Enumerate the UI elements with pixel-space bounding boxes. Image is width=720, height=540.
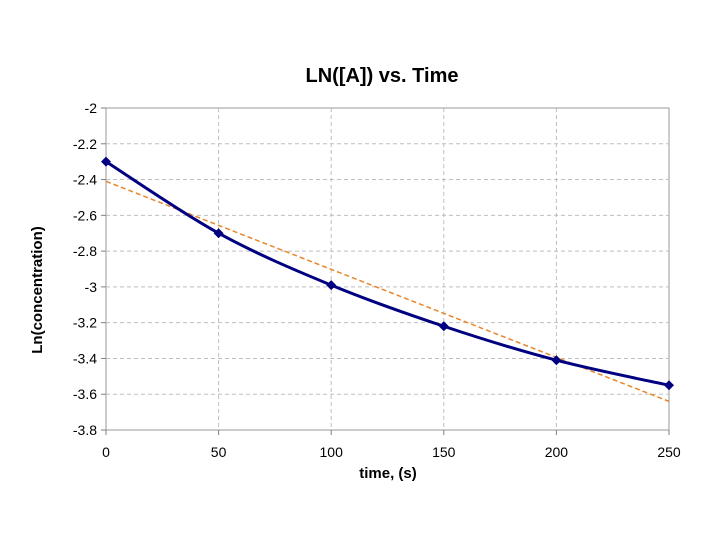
y-tick-label: -3.6 (73, 386, 97, 402)
y-tick-label: -2.8 (73, 243, 97, 259)
y-tick-label: -2.6 (73, 207, 97, 223)
y-tick-label: -3.4 (73, 350, 97, 366)
x-tick-label: 100 (320, 444, 344, 460)
data-point (438, 321, 449, 332)
y-tick-label: -3 (85, 279, 98, 295)
x-tick-label: 150 (432, 444, 456, 460)
data-point (664, 380, 674, 391)
data-point (101, 156, 111, 167)
grid (106, 108, 669, 430)
chart-title: LN([A]) vs. Time (306, 65, 459, 87)
x-axis-label: time, (s) (359, 465, 417, 482)
y-tick-label: -2 (85, 100, 98, 116)
y-tick-label: -2.2 (73, 136, 97, 152)
x-tick-label: 0 (102, 444, 110, 460)
data-point (213, 228, 224, 239)
data-point (326, 280, 337, 291)
y-tick-label: -2.4 (73, 172, 97, 188)
y-tick-label: -3.2 (73, 315, 97, 331)
series-layer (101, 156, 674, 403)
series-line (105, 160, 670, 387)
trendline (105, 180, 670, 403)
y-axis-label: Ln(concentration) (29, 226, 46, 354)
x-tick-label: 50 (211, 444, 227, 460)
x-axis-ticks: 0 50 100 150 200 250 (102, 430, 681, 460)
x-tick-label: 250 (657, 444, 681, 460)
x-tick-label: 200 (545, 444, 569, 460)
data-point (551, 355, 562, 366)
y-axis-ticks: -2 -2.2 -2.4 -2.6 -2.8 -3 -3.2 -3.4 -3.6 -3.8 (73, 100, 106, 438)
plot-area (105, 107, 670, 431)
y-tick-label: -3.8 (73, 422, 97, 438)
